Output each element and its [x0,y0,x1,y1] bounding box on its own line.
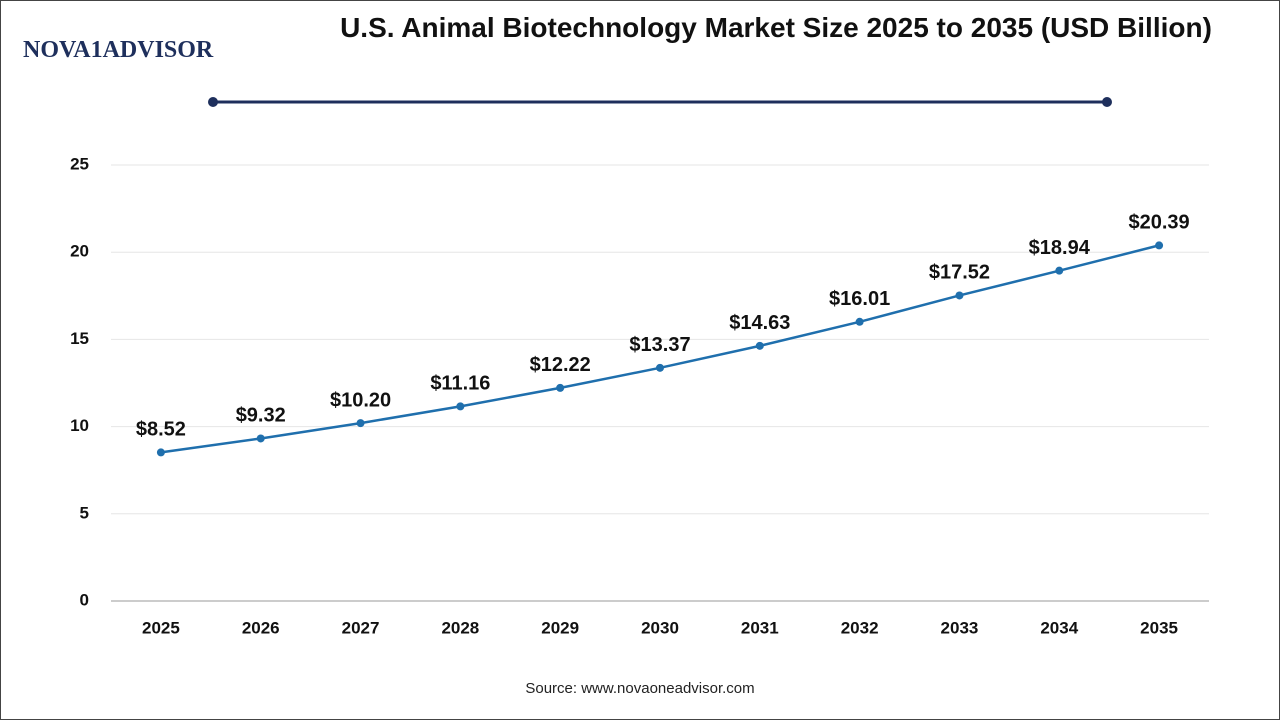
value-label: $17.52 [929,262,990,284]
x-tick-label: 2035 [1140,618,1178,637]
y-tick-label: 0 [80,590,89,609]
x-tick-label: 2031 [741,618,779,637]
x-tick-label: 2026 [242,618,280,637]
value-label: $9.32 [236,405,286,427]
point [156,448,165,457]
x-tick-label: 2030 [641,618,679,637]
rule-dot [208,97,218,107]
point [855,317,864,326]
point [955,291,964,300]
value-label: $11.16 [430,373,490,395]
x-tick-label: 2029 [541,618,579,637]
point [456,402,465,411]
value-label: $12.22 [530,354,591,376]
y-tick-label: 10 [70,416,89,435]
x-tick-label: 2034 [1040,618,1078,637]
point [656,363,664,372]
value-label: $13.37 [629,334,690,356]
y-tick-label: 25 [70,154,89,173]
value-label: $16.01 [829,288,890,310]
x-tick-label: 2027 [342,618,380,637]
x-tick-label: 2033 [941,618,979,637]
y-tick-label: 15 [70,329,89,348]
source: Source: www.novaoneadvisor.com [525,680,755,697]
point [256,434,265,443]
y-tick-label: 5 [80,503,89,522]
value-label: $18.94 [1029,237,1091,259]
x-tick-label: 2028 [441,618,479,637]
point [755,341,764,350]
y-tick-label: 20 [70,242,89,261]
rule-dot [1102,97,1112,107]
point [556,383,565,392]
logo: NOVA1ADVISOR [23,37,214,63]
value-label: $20.39 [1129,212,1190,234]
chart-title: U.S. Animal Biotechnology Market Size 20… [340,12,1212,43]
point [356,419,365,428]
value-label: $14.63 [729,312,790,334]
x-tick-label: 2025 [142,618,180,637]
x-tick-label: 2032 [841,618,879,637]
value-label: $8.52 [136,419,186,441]
point [1155,241,1164,250]
value-label: $10.20 [330,389,391,411]
point [1055,266,1064,275]
